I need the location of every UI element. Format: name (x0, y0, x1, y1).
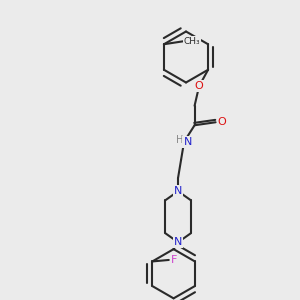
Text: F: F (171, 255, 177, 265)
Text: CH₃: CH₃ (184, 37, 200, 46)
Text: N: N (174, 186, 182, 196)
Text: O: O (195, 81, 203, 91)
Text: N: N (184, 137, 192, 147)
Text: N: N (174, 237, 182, 247)
Text: H: H (176, 135, 183, 145)
Text: O: O (218, 117, 226, 127)
